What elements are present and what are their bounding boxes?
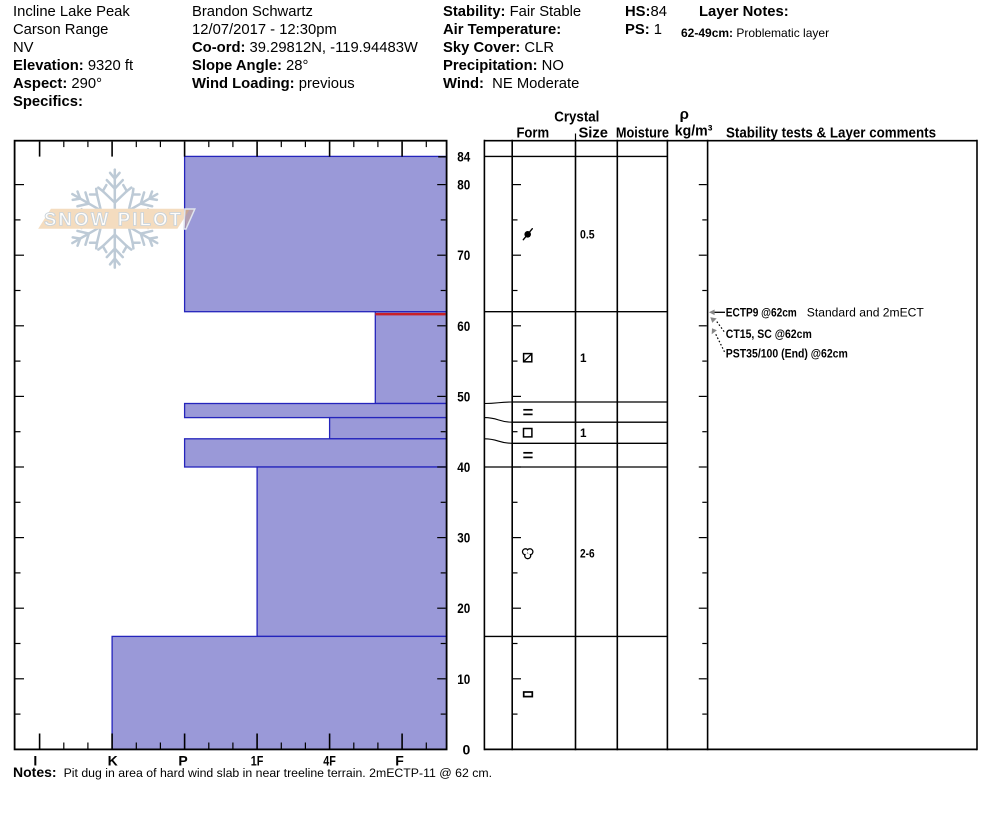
svg-text:Moisture: Moisture — [616, 125, 669, 142]
svg-text:1: 1 — [580, 427, 587, 440]
svg-text:PST35/100 (End) @62cm: PST35/100 (End) @62cm — [726, 347, 848, 360]
svg-text:Form: Form — [516, 125, 549, 142]
svg-text:Standard and 2mECT: Standard and 2mECT — [807, 305, 924, 319]
svg-text:80: 80 — [457, 177, 470, 193]
svg-text:K: K — [108, 752, 118, 768]
svg-text:F: F — [395, 752, 404, 768]
svg-text:1F: 1F — [251, 752, 264, 768]
svg-text:CT15, SC @62cm: CT15, SC @62cm — [726, 328, 812, 341]
svg-text:60: 60 — [457, 318, 470, 334]
svg-text:ECTP9 @62cm: ECTP9 @62cm — [726, 306, 797, 319]
svg-text:kg/m³: kg/m³ — [675, 122, 713, 139]
svg-text:20: 20 — [457, 600, 470, 616]
svg-text:4F: 4F — [323, 752, 336, 768]
svg-text:40: 40 — [457, 459, 470, 475]
svg-text:0.5: 0.5 — [580, 229, 595, 242]
svg-text:50: 50 — [457, 388, 470, 404]
svg-text:84: 84 — [457, 148, 470, 164]
svg-text:Size: Size — [578, 125, 608, 142]
svg-text:0: 0 — [463, 741, 471, 757]
svg-text:30: 30 — [457, 530, 470, 546]
svg-text:P: P — [178, 752, 187, 768]
svg-text:2-6: 2-6 — [580, 548, 595, 561]
svg-text:Stability tests & Layer commen: Stability tests & Layer comments — [726, 125, 936, 142]
svg-text:70: 70 — [457, 247, 470, 263]
svg-text:ρ: ρ — [680, 106, 689, 123]
svg-text:SNOW PILOT: SNOW PILOT — [44, 208, 183, 229]
svg-text:I: I — [33, 752, 37, 768]
svg-text:10: 10 — [457, 671, 470, 687]
svg-text:1: 1 — [580, 352, 587, 365]
svg-text:Crystal: Crystal — [554, 109, 599, 126]
